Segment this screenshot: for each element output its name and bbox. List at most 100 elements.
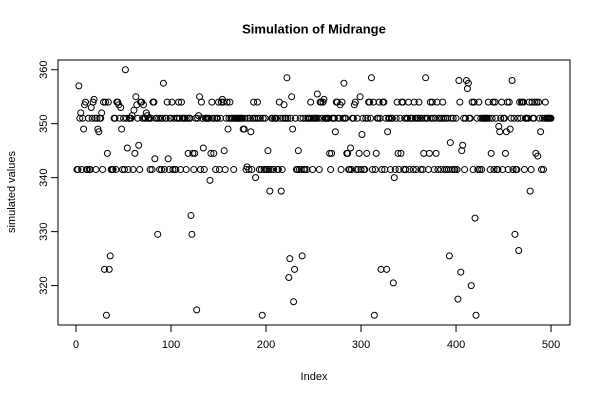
point — [337, 166, 345, 174]
point — [188, 230, 196, 238]
point — [298, 252, 306, 260]
point — [183, 114, 191, 122]
point — [368, 166, 376, 174]
point — [486, 166, 494, 174]
point — [223, 98, 231, 106]
point — [348, 166, 356, 174]
point — [120, 166, 128, 174]
y-tick-label: 340 — [38, 168, 50, 186]
point — [405, 166, 413, 174]
point — [182, 166, 190, 174]
point — [344, 149, 352, 157]
point — [328, 149, 336, 157]
point — [156, 166, 164, 174]
point — [389, 279, 397, 287]
point — [372, 149, 380, 157]
point — [362, 114, 370, 122]
point — [471, 214, 479, 222]
point — [533, 98, 541, 106]
point — [402, 166, 410, 174]
point — [386, 114, 394, 122]
point — [359, 114, 367, 122]
point — [226, 98, 234, 106]
point — [527, 166, 535, 174]
point — [490, 166, 498, 174]
point — [535, 98, 543, 106]
point — [469, 166, 477, 174]
point — [441, 166, 449, 174]
point — [244, 114, 252, 122]
point — [451, 166, 459, 174]
point — [454, 295, 462, 303]
point — [135, 141, 143, 149]
point — [439, 98, 447, 106]
point — [462, 114, 470, 122]
point — [506, 125, 514, 133]
point — [190, 166, 198, 174]
point — [338, 98, 346, 106]
point — [74, 166, 82, 174]
point — [255, 166, 263, 174]
point — [446, 139, 454, 147]
point — [98, 109, 106, 117]
point — [351, 98, 359, 106]
point — [421, 114, 429, 122]
point — [528, 98, 536, 106]
point — [487, 149, 495, 157]
point — [111, 114, 119, 122]
point — [470, 98, 478, 106]
point — [346, 166, 354, 174]
point — [505, 98, 513, 106]
point — [380, 98, 388, 106]
point — [313, 90, 321, 98]
point — [254, 114, 262, 122]
point — [315, 166, 323, 174]
point — [485, 114, 493, 122]
point — [283, 74, 291, 82]
point — [158, 166, 166, 174]
point — [219, 98, 227, 106]
point — [196, 166, 204, 174]
point — [414, 114, 422, 122]
point — [270, 166, 278, 174]
point — [539, 166, 547, 174]
point — [134, 114, 142, 122]
point — [371, 166, 379, 174]
x-tick-label: 500 — [542, 339, 560, 351]
point — [155, 114, 163, 122]
point — [511, 230, 519, 238]
point — [478, 166, 486, 174]
point — [326, 149, 334, 157]
point — [200, 166, 208, 174]
point — [160, 166, 168, 174]
point — [537, 128, 545, 136]
point — [177, 98, 185, 106]
point — [516, 98, 524, 106]
point — [191, 149, 199, 157]
point — [121, 66, 129, 74]
point — [352, 166, 360, 174]
point — [212, 166, 220, 174]
point — [221, 166, 229, 174]
point — [347, 144, 355, 152]
point — [526, 187, 534, 195]
point — [101, 98, 109, 106]
point — [197, 98, 205, 106]
point — [428, 98, 436, 106]
point — [116, 114, 124, 122]
point — [489, 98, 497, 106]
point — [476, 166, 484, 174]
point — [102, 311, 110, 319]
point — [145, 114, 153, 122]
point — [483, 114, 491, 122]
point — [452, 114, 460, 122]
point — [500, 114, 508, 122]
y-tick-label: 320 — [38, 276, 50, 294]
point — [207, 149, 215, 157]
point — [83, 166, 91, 174]
point — [150, 98, 158, 106]
point — [466, 114, 474, 122]
point — [282, 114, 290, 122]
point — [117, 103, 125, 111]
point — [320, 95, 328, 103]
